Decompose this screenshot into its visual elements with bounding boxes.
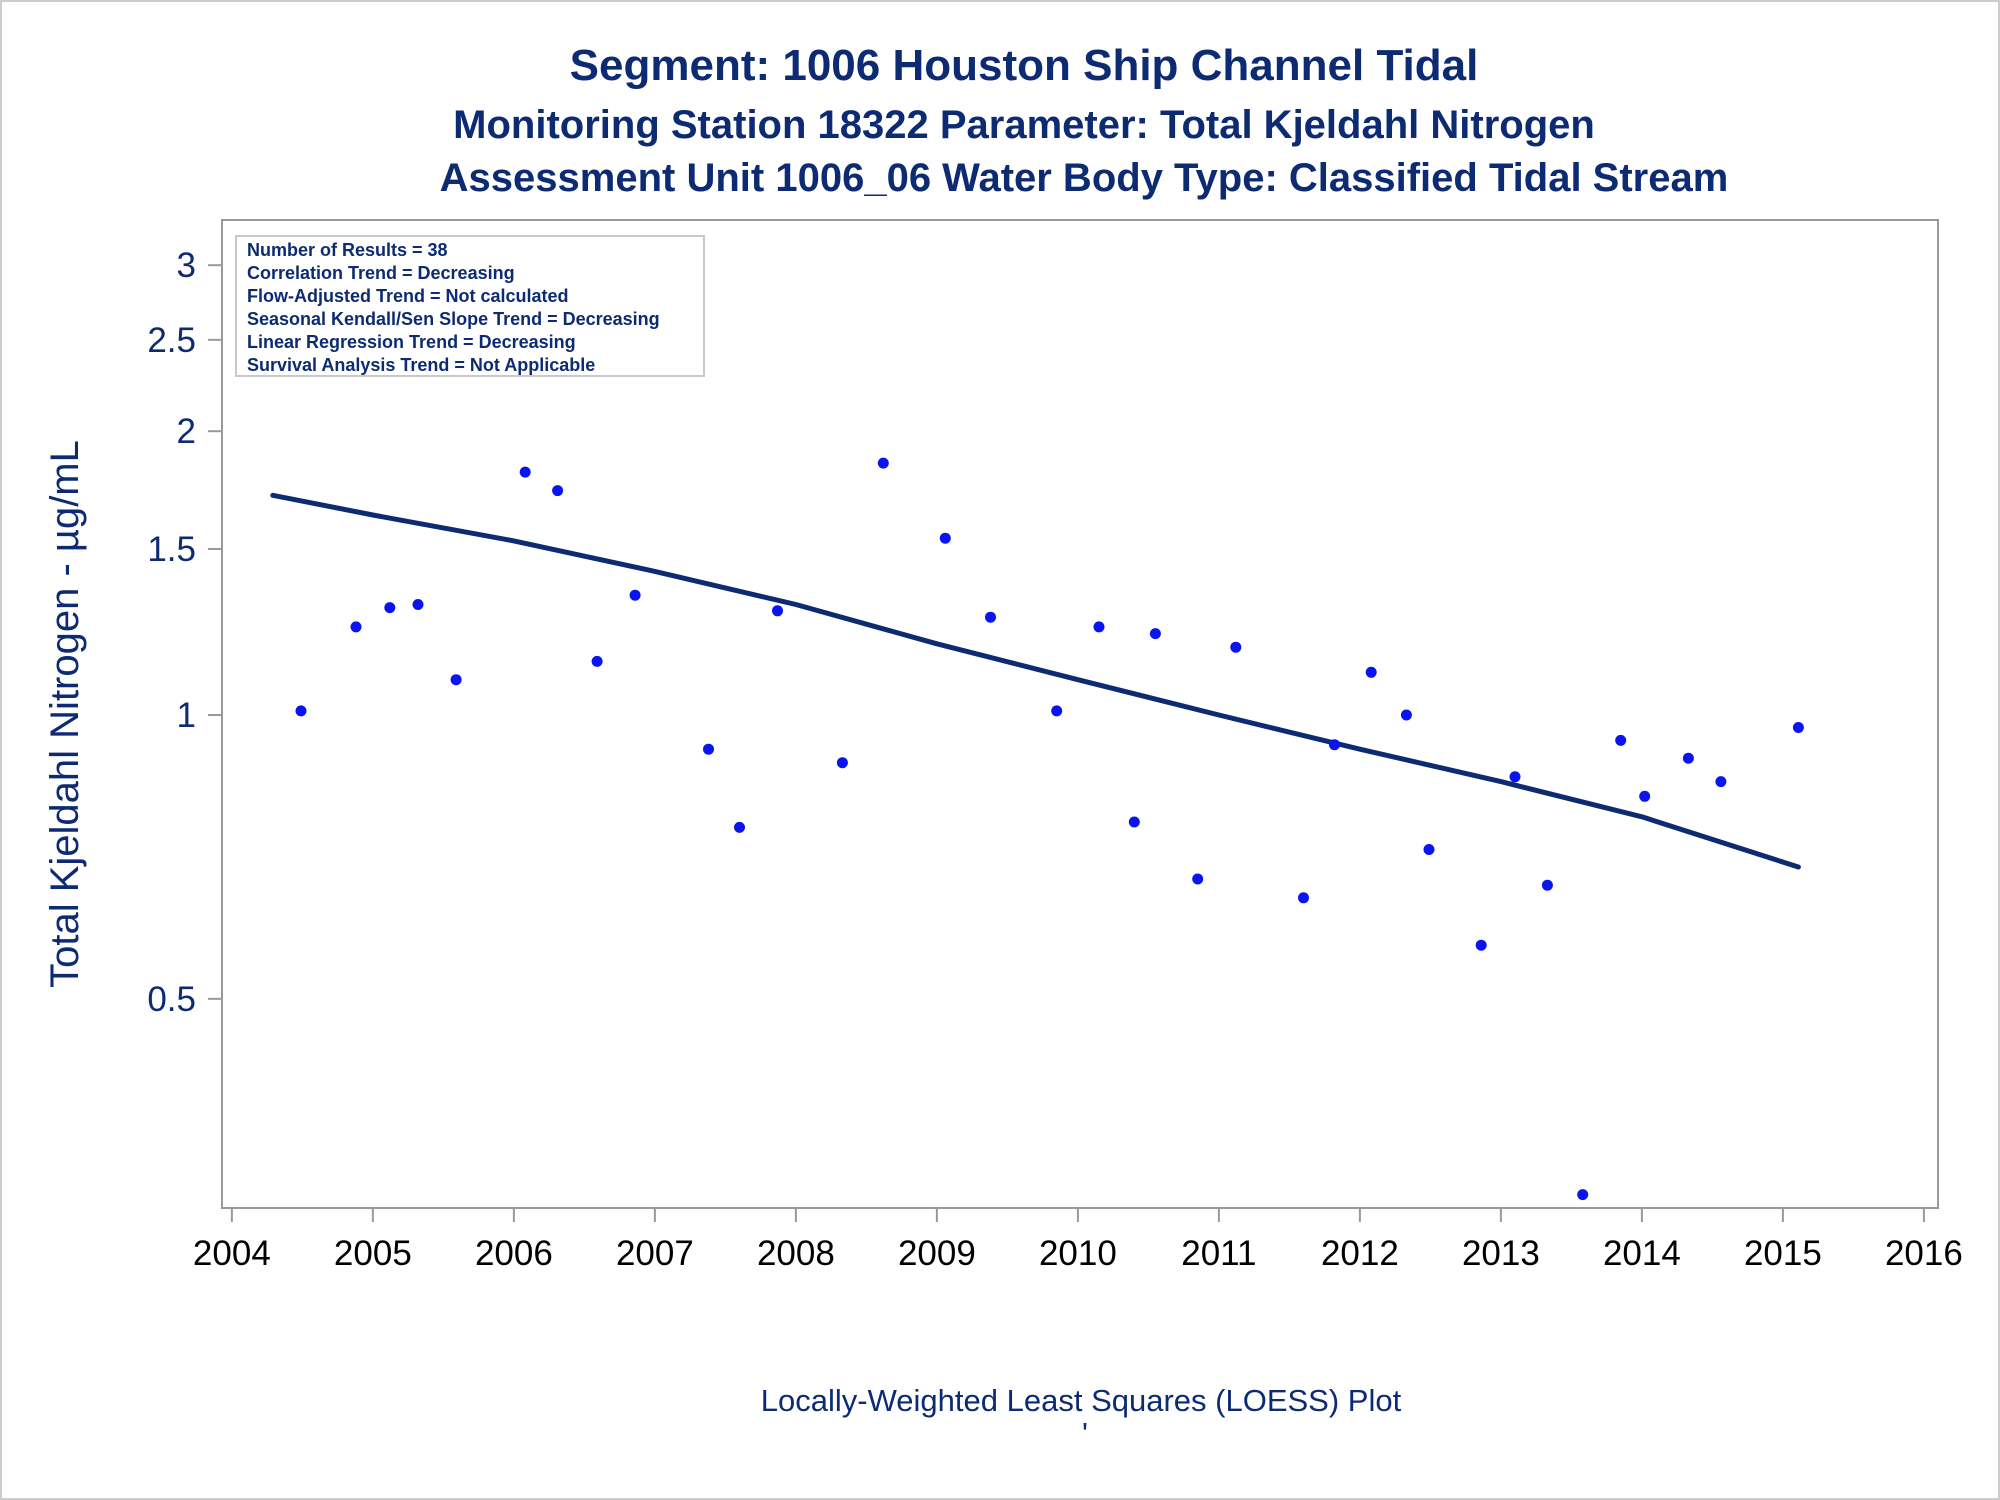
plot-frame <box>221 219 1939 1209</box>
data-point <box>1615 734 1627 746</box>
y-axis-title: Total Kjeldahl Nitrogen - µg/mL <box>43 440 87 988</box>
data-point <box>877 457 889 469</box>
y-tick-label: 1.5 <box>147 530 196 569</box>
loess-trend-line <box>270 492 1801 870</box>
x-tick-label: 2007 <box>616 1234 694 1273</box>
x-tick-label: 2006 <box>475 1234 553 1273</box>
data-point <box>1365 666 1377 678</box>
y-tick-label: 1 <box>177 696 196 735</box>
y-axis: 0.5 1 1.5 2 2.5 3 <box>147 246 222 1019</box>
series-layer <box>267 243 1804 1201</box>
data-point <box>412 599 424 610</box>
y-tick-label: 3 <box>177 246 196 285</box>
footer-caption: Locally-Weighted Least Squares (LOESS) P… <box>761 1383 1402 1418</box>
chart-title-line3: Assessment Unit 1006_06 Water Body Type:… <box>440 156 1729 200</box>
x-tick-label: 2011 <box>1181 1234 1256 1273</box>
data-point <box>519 466 531 478</box>
data-point <box>1475 939 1487 951</box>
data-point <box>1639 790 1651 802</box>
stats-inset: Number of Results = 38 Correlation Trend… <box>235 235 705 377</box>
data-point <box>629 589 641 601</box>
data-point <box>1329 739 1340 751</box>
data-point <box>1128 816 1140 828</box>
data-point <box>939 532 951 544</box>
chart-title-line2: Monitoring Station 18322 Parameter: Tota… <box>453 103 1595 147</box>
data-point <box>1792 722 1804 733</box>
chart-title-line1: Segment: 1006 Houston Ship Channel Tidal <box>570 41 1479 90</box>
data-point <box>1051 705 1063 717</box>
data-point <box>1093 621 1105 633</box>
data-point <box>1682 752 1694 764</box>
data-point <box>552 485 564 497</box>
data-point <box>591 655 603 667</box>
data-point <box>1149 628 1161 640</box>
x-tick-label: 2014 <box>1603 1234 1681 1273</box>
x-tick-label: 2008 <box>757 1234 835 1273</box>
x-tick-label: 2015 <box>1744 1234 1822 1273</box>
data-point <box>1400 709 1412 721</box>
data-point <box>1298 892 1309 904</box>
y-tick-label: 2.5 <box>147 321 196 360</box>
inset-line-flow-adjusted: Flow-Adjusted Trend = Not calculated <box>247 286 569 306</box>
x-tick-label: 2016 <box>1885 1234 1963 1273</box>
data-point <box>1230 641 1242 653</box>
x-axis: 2004 2005 2006 2007 2008 2009 2010 2011 2012 2013… <box>193 1208 1963 1273</box>
x-tick-label: 2012 <box>1321 1234 1399 1273</box>
data-point <box>985 611 996 623</box>
data-point <box>772 605 783 617</box>
data-point <box>1577 1189 1589 1201</box>
data-point <box>734 821 745 833</box>
footer-mark: ' <box>1082 1416 1088 1451</box>
x-tick-label: 2010 <box>1039 1234 1117 1273</box>
data-point <box>450 674 462 686</box>
data-point <box>384 602 396 614</box>
data-point <box>703 743 714 755</box>
data-point <box>350 621 362 633</box>
x-tick-label: 2005 <box>334 1234 412 1273</box>
data-point <box>1715 776 1727 788</box>
x-tick-label: 2004 <box>193 1234 271 1273</box>
y-tick-label: 0.5 <box>147 980 196 1019</box>
data-point <box>295 705 307 717</box>
x-tick-label: 2013 <box>1462 1234 1540 1273</box>
inset-line-survival: Survival Analysis Trend = Not Applicable <box>247 355 595 375</box>
y-tick-label: 2 <box>177 412 196 451</box>
data-point <box>1192 873 1204 885</box>
data-point <box>836 757 848 769</box>
inset-line-results: Number of Results = 38 <box>247 240 448 260</box>
data-point <box>1541 879 1553 891</box>
data-point <box>1423 844 1435 855</box>
x-tick-label: 2009 <box>898 1234 976 1273</box>
data-point <box>1509 771 1521 783</box>
inset-line-seasonal-kendall: Seasonal Kendall/Sen Slope Trend = Decre… <box>247 309 660 329</box>
inset-line-correlation: Correlation Trend = Decreasing <box>247 263 515 283</box>
inset-line-linear-regression: Linear Regression Trend = Decreasing <box>247 332 576 352</box>
stats-inset-box <box>235 235 705 377</box>
